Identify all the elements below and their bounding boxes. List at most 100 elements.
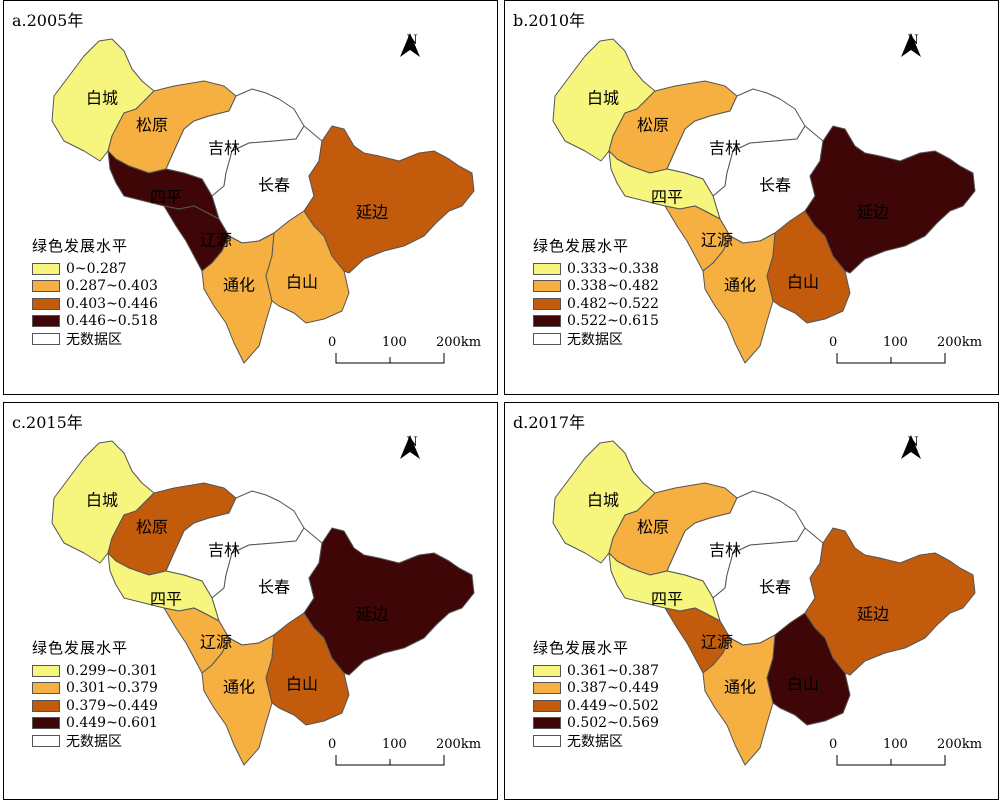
legend-label: 0.449~0.601 xyxy=(66,715,158,732)
region-label-tonghua: 通化 xyxy=(223,276,255,295)
legend-item: 0.379~0.449 xyxy=(32,697,158,715)
region-label-tonghua: 通化 xyxy=(223,678,255,697)
region-label-yanbian: 延边 xyxy=(857,605,889,624)
scale-bar-line xyxy=(335,353,445,364)
region-label-siping: 四平 xyxy=(651,188,683,207)
legend-item: 0.361~0.387 xyxy=(533,662,659,680)
scale-label: 0 xyxy=(328,737,337,752)
legend-swatch xyxy=(32,262,60,275)
legend-swatch xyxy=(533,297,561,310)
legend-item: 0.301~0.379 xyxy=(32,680,158,698)
legend-item: 0.299~0.301 xyxy=(32,662,158,680)
legend-title: 绿色发展水平 xyxy=(533,237,630,255)
legend-swatch xyxy=(32,717,60,730)
legend-swatch xyxy=(32,734,60,747)
legend-swatch xyxy=(533,315,561,328)
legend-swatch xyxy=(533,682,561,695)
legend-item: 0.502~0.569 xyxy=(533,715,659,733)
legend-label: 0.403~0.446 xyxy=(66,295,158,312)
north-arrow-icon xyxy=(901,33,921,57)
region-label-baishan: 白山 xyxy=(286,273,318,292)
scale-label: 200km xyxy=(937,737,983,752)
region-label-songyuan: 松原 xyxy=(136,518,168,537)
legend-swatch xyxy=(32,332,60,345)
legend-item: 0.287~0.403 xyxy=(32,278,158,296)
scale-bar: 0 100 200km xyxy=(324,737,481,769)
legend-label: 无数据区 xyxy=(66,331,122,348)
legend-item: 0.338~0.482 xyxy=(533,278,659,296)
region-label-changchun: 长春 xyxy=(258,176,290,195)
north-arrow: N xyxy=(901,33,925,57)
scale-label: 100 xyxy=(382,335,407,350)
legend-swatch xyxy=(32,699,60,712)
legend-swatch xyxy=(533,717,561,730)
legend-label: 0.333~0.338 xyxy=(567,260,659,277)
legend-label: 0.299~0.301 xyxy=(66,662,158,679)
region-label-yanbian: 延边 xyxy=(356,605,388,624)
legend-label: 0.446~0.518 xyxy=(66,313,158,330)
scale-label: 100 xyxy=(382,737,407,752)
legend-swatch xyxy=(32,682,60,695)
legend-swatch xyxy=(533,734,561,747)
region-label-liaoyuan: 辽源 xyxy=(200,633,232,652)
legend-title: 绿色发展水平 xyxy=(32,639,129,657)
region-label-jilin: 吉林 xyxy=(208,541,240,560)
region-label-songyuan: 松原 xyxy=(637,518,669,537)
legend-label: 无数据区 xyxy=(567,733,623,750)
region-label-jilin: 吉林 xyxy=(709,139,741,158)
legend-item: 0.449~0.502 xyxy=(533,697,659,715)
region-label-baishan: 白山 xyxy=(286,675,318,694)
legend-swatch xyxy=(533,280,561,293)
scale-label: 100 xyxy=(883,737,908,752)
legend-swatch xyxy=(533,332,561,345)
north-arrow-icon xyxy=(901,435,921,459)
region-yanbian xyxy=(804,527,976,676)
region-label-liaoyuan: 辽源 xyxy=(200,231,232,250)
legend-item: 0.449~0.601 xyxy=(32,715,158,733)
legend-title: 绿色发展水平 xyxy=(32,237,129,255)
region-label-siping: 四平 xyxy=(150,188,182,207)
legend-item: 无数据区 xyxy=(32,732,158,750)
legend-label: 0.522~0.615 xyxy=(567,313,659,330)
region-label-baishan: 白山 xyxy=(787,675,819,694)
region-label-changchun: 长春 xyxy=(759,578,791,597)
scale-label: 200km xyxy=(937,335,983,350)
region-label-changchun: 长春 xyxy=(258,578,290,597)
legend-label: 0~0.287 xyxy=(66,260,127,277)
region-label-baishan: 白山 xyxy=(787,273,819,292)
legend-label: 0.387~0.449 xyxy=(567,680,659,697)
legend-item: 无数据区 xyxy=(32,330,158,348)
legend-label: 无数据区 xyxy=(66,733,122,750)
region-label-baicheng: 白城 xyxy=(86,89,118,108)
region-label-tonghua: 通化 xyxy=(724,276,756,295)
region-label-tonghua: 通化 xyxy=(724,678,756,697)
region-label-baicheng: 白城 xyxy=(86,491,118,510)
legend-item: 0.403~0.446 xyxy=(32,295,158,313)
legend: 绿色发展水平 0~0.287 0.287~0.403 0.403~0.446 0.446… xyxy=(32,235,158,348)
region-label-changchun: 长春 xyxy=(759,176,791,195)
scale-bar-line xyxy=(836,353,946,364)
legend-title: 绿色发展水平 xyxy=(533,639,630,657)
panel-title: d.2017年 xyxy=(513,413,586,432)
legend-label: 无数据区 xyxy=(567,331,623,348)
region-label-siping: 四平 xyxy=(651,590,683,609)
scale-bar: 0 100 200km xyxy=(825,335,982,367)
region-label-siping: 四平 xyxy=(150,590,182,609)
legend-item: 无数据区 xyxy=(533,330,659,348)
scale-label: 0 xyxy=(328,335,337,350)
scale-label: 200km xyxy=(436,335,482,350)
north-arrow-icon xyxy=(400,33,420,57)
north-arrow: N xyxy=(400,435,424,459)
region-label-liaoyuan: 辽源 xyxy=(701,633,733,652)
legend-item: 0~0.287 xyxy=(32,260,158,278)
legend-label: 0.301~0.379 xyxy=(66,680,158,697)
legend-swatch xyxy=(32,315,60,328)
legend-label: 0.338~0.482 xyxy=(567,278,659,295)
